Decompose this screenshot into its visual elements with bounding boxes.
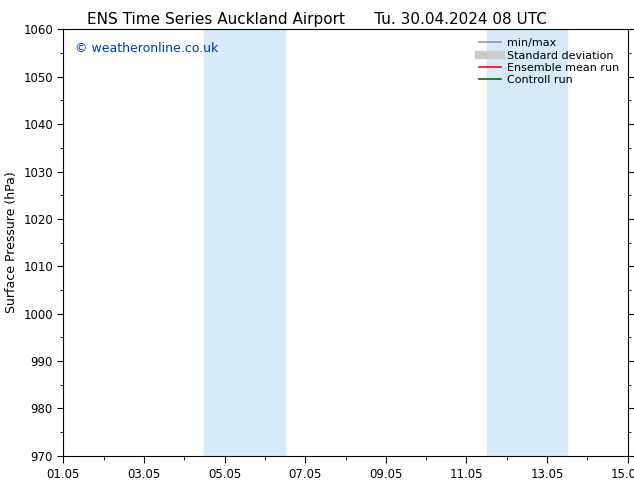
Bar xyxy=(204,29,285,456)
Legend: min/max, Standard deviation, Ensemble mean run, Controll run: min/max, Standard deviation, Ensemble me… xyxy=(476,35,622,88)
Text: © weatheronline.co.uk: © weatheronline.co.uk xyxy=(75,42,218,55)
Text: ENS Time Series Auckland Airport      Tu. 30.04.2024 08 UTC: ENS Time Series Auckland Airport Tu. 30.… xyxy=(87,12,547,27)
Bar xyxy=(487,29,567,456)
Y-axis label: Surface Pressure (hPa): Surface Pressure (hPa) xyxy=(4,172,18,314)
